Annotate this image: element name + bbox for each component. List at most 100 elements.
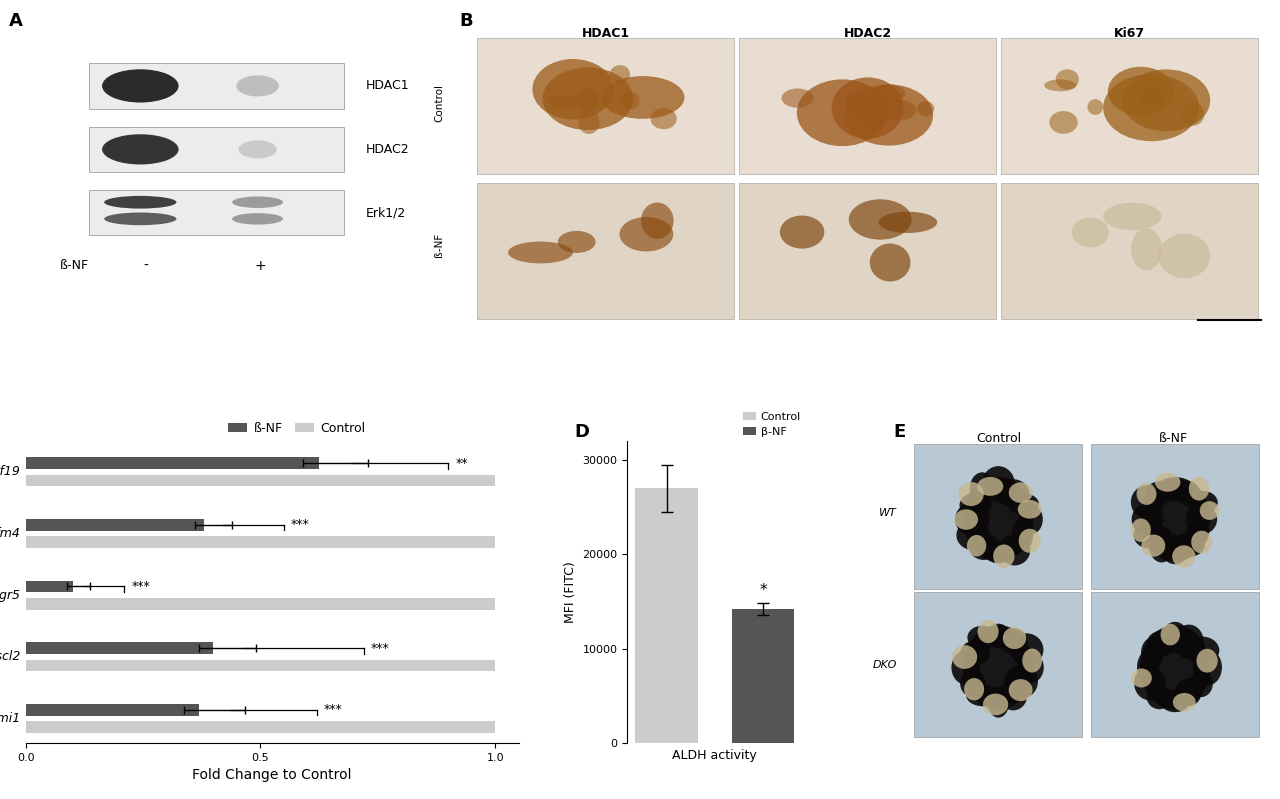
- Ellipse shape: [951, 650, 980, 685]
- Ellipse shape: [1192, 531, 1212, 554]
- Ellipse shape: [104, 196, 177, 209]
- Bar: [26, 642, 214, 654]
- Ellipse shape: [1009, 679, 1033, 701]
- Ellipse shape: [641, 202, 673, 239]
- Ellipse shape: [1019, 504, 1043, 535]
- Text: Erk1/2: Erk1/2: [366, 206, 406, 219]
- Ellipse shape: [968, 626, 997, 650]
- Ellipse shape: [232, 213, 283, 225]
- Ellipse shape: [1011, 518, 1033, 551]
- Ellipse shape: [1174, 625, 1203, 659]
- Ellipse shape: [620, 217, 673, 252]
- Ellipse shape: [1158, 234, 1211, 278]
- Text: Control: Control: [975, 432, 1021, 445]
- Text: HDAC2: HDAC2: [844, 27, 892, 40]
- Ellipse shape: [1140, 477, 1210, 562]
- Ellipse shape: [956, 520, 989, 550]
- Ellipse shape: [1187, 491, 1217, 514]
- Ellipse shape: [1137, 483, 1157, 505]
- Ellipse shape: [846, 93, 874, 111]
- Ellipse shape: [993, 544, 1015, 568]
- Ellipse shape: [1147, 630, 1178, 656]
- Ellipse shape: [849, 199, 911, 240]
- Ellipse shape: [882, 100, 916, 121]
- Text: ß-NF: ß-NF: [1158, 432, 1188, 445]
- Text: ß-NF: ß-NF: [60, 259, 88, 272]
- Ellipse shape: [952, 645, 977, 669]
- Ellipse shape: [873, 84, 905, 102]
- Ellipse shape: [870, 244, 910, 281]
- Ellipse shape: [1140, 638, 1164, 669]
- Ellipse shape: [1010, 634, 1043, 666]
- Bar: [26, 475, 495, 487]
- Ellipse shape: [964, 678, 984, 701]
- Ellipse shape: [1018, 652, 1043, 683]
- Ellipse shape: [1140, 625, 1210, 710]
- Ellipse shape: [1050, 111, 1078, 133]
- Ellipse shape: [650, 108, 677, 129]
- Ellipse shape: [1178, 482, 1201, 506]
- Ellipse shape: [780, 216, 824, 248]
- Ellipse shape: [960, 493, 992, 518]
- Ellipse shape: [1137, 650, 1158, 684]
- Ellipse shape: [1160, 479, 1190, 502]
- Ellipse shape: [600, 76, 685, 119]
- Ellipse shape: [102, 70, 179, 102]
- Ellipse shape: [983, 540, 1012, 563]
- Ellipse shape: [1123, 70, 1210, 131]
- Ellipse shape: [964, 625, 1033, 710]
- Ellipse shape: [969, 532, 1000, 560]
- Ellipse shape: [232, 197, 283, 208]
- Bar: [1091, 592, 1260, 737]
- Ellipse shape: [782, 89, 814, 108]
- Bar: [90, 127, 344, 172]
- Text: ***: ***: [371, 642, 389, 654]
- Ellipse shape: [238, 141, 276, 158]
- Text: Bmi1: Bmi1: [0, 712, 20, 725]
- Bar: [26, 721, 495, 733]
- Text: ***: ***: [132, 580, 150, 593]
- Ellipse shape: [1172, 533, 1204, 557]
- Y-axis label: MFI (FITC): MFI (FITC): [564, 561, 577, 623]
- Ellipse shape: [1134, 522, 1166, 549]
- Ellipse shape: [543, 67, 634, 130]
- Legend: Control, β-NF: Control, β-NF: [739, 407, 805, 442]
- Ellipse shape: [1155, 473, 1180, 491]
- Ellipse shape: [1005, 665, 1038, 698]
- Ellipse shape: [1002, 627, 1027, 649]
- Ellipse shape: [558, 231, 595, 253]
- X-axis label: Fold Change to Control: Fold Change to Control: [192, 769, 352, 782]
- Text: A: A: [9, 12, 23, 30]
- Legend: ß-NF, Control: ß-NF, Control: [224, 417, 370, 440]
- Ellipse shape: [964, 477, 1033, 562]
- Ellipse shape: [620, 92, 640, 109]
- Ellipse shape: [1160, 690, 1190, 712]
- Ellipse shape: [832, 78, 904, 139]
- Text: D: D: [575, 423, 590, 441]
- Ellipse shape: [998, 534, 1030, 566]
- Text: Ascl2: Ascl2: [0, 650, 20, 663]
- Ellipse shape: [1018, 500, 1042, 519]
- Bar: [26, 581, 73, 592]
- Ellipse shape: [1132, 229, 1162, 270]
- Ellipse shape: [1019, 529, 1041, 553]
- Bar: [914, 444, 1083, 589]
- X-axis label: ALDH activity: ALDH activity: [672, 749, 758, 761]
- Text: Lgr5: Lgr5: [0, 589, 20, 602]
- Ellipse shape: [1088, 99, 1103, 115]
- Ellipse shape: [982, 466, 1015, 503]
- Ellipse shape: [997, 629, 1028, 654]
- Text: Olfm4: Olfm4: [0, 527, 20, 540]
- Ellipse shape: [1162, 622, 1188, 653]
- Ellipse shape: [986, 624, 1011, 649]
- Ellipse shape: [1172, 693, 1196, 711]
- Ellipse shape: [978, 620, 998, 643]
- Text: HDAC1: HDAC1: [366, 79, 410, 93]
- Ellipse shape: [863, 108, 886, 128]
- Ellipse shape: [1132, 669, 1152, 687]
- Ellipse shape: [1148, 527, 1175, 562]
- Text: B: B: [460, 12, 472, 30]
- Ellipse shape: [955, 509, 978, 530]
- Text: HDAC1: HDAC1: [581, 27, 630, 40]
- Ellipse shape: [983, 694, 1009, 715]
